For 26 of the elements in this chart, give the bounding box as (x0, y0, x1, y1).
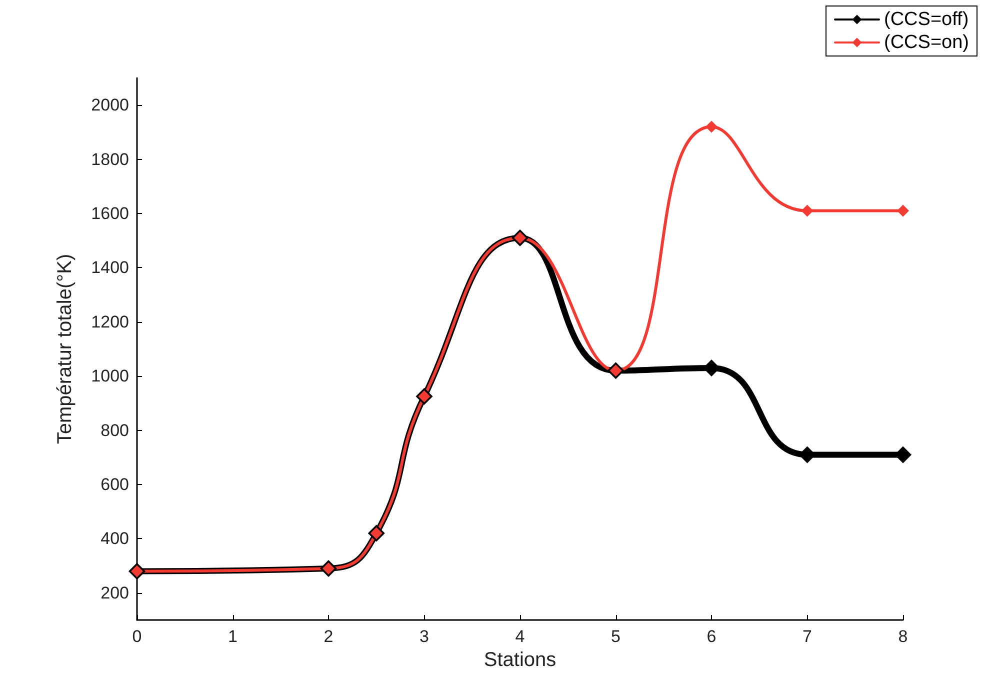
y-tick-label: 1200 (91, 312, 129, 332)
y-tick-label: 200 (100, 583, 129, 602)
legend-label: (CCS=off) (884, 9, 969, 30)
y-tick-label: 1600 (91, 204, 129, 223)
x-tick-label: 2 (324, 627, 334, 646)
x-tick-label: 3 (420, 627, 429, 646)
x-tick-label: 6 (706, 627, 716, 646)
y-tick-label: 1400 (91, 258, 129, 278)
legend-label: (CCS=on) (884, 32, 969, 53)
y-axis-title: Températur totale(°K) (54, 254, 76, 444)
x-tick-label: 4 (515, 627, 525, 646)
y-tick-label: 400 (100, 529, 129, 548)
x-tick-label: 5 (611, 627, 620, 646)
x-tick-label: 8 (898, 627, 908, 646)
x-axis-title: Stations (484, 649, 556, 671)
y-tick-label: 1000 (91, 366, 129, 386)
y-tick-label: 600 (100, 475, 129, 494)
y-tick-label: 1800 (91, 150, 129, 169)
y-tick-label: 2000 (91, 96, 129, 115)
y-tick-label: 800 (100, 420, 129, 440)
x-tick-label: 1 (228, 627, 238, 646)
point (706, 120, 718, 133)
point (897, 204, 909, 217)
x-tick-label: 7 (802, 627, 812, 646)
point (801, 204, 814, 217)
x-tick-label: 0 (132, 627, 142, 646)
